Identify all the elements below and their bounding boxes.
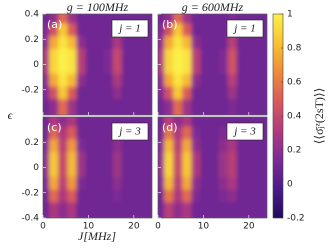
colorbar-label: ⟨⟨σ̄ⱼᶻ(2sT)⟩⟩ [312, 88, 326, 145]
annotation: j = 3 [232, 126, 256, 138]
panel-title: g = 600MHz [182, 0, 244, 14]
annotation-box [226, 19, 264, 38]
x-tick-label: 0 [155, 222, 161, 232]
panel-title: g = 100MHz [67, 0, 129, 14]
colorbar-tick-label: 0.8 [287, 44, 302, 54]
y-axis-label: ϵ [8, 108, 14, 122]
y-tick-label: -0.4 [21, 214, 39, 224]
heatmap-cell [254, 99, 267, 115]
panel-label: (d) [162, 121, 178, 134]
y-tick-label: 0.2 [25, 35, 39, 45]
heatmap-cell [254, 202, 267, 218]
y-tick-label: 0 [33, 163, 39, 173]
annotation-box [111, 122, 149, 141]
colorbar-tick-label: 1 [287, 10, 293, 20]
panel-label: (a) [47, 18, 62, 31]
y-tick-label: 0.2 [25, 138, 39, 148]
colorbar-tick-label: 0.2 [287, 146, 301, 156]
heatmap [158, 14, 267, 115]
colorbar-tick-label: 0.6 [287, 78, 302, 88]
annotation: j = 1 [232, 23, 255, 35]
y-tick-label: -0.2 [21, 188, 39, 198]
panel-label: (c) [47, 121, 62, 134]
y-tick-label: 0 [33, 60, 39, 70]
colorbar-tick-label: 0 [287, 180, 293, 190]
annotation-box [226, 122, 264, 141]
colorbar-tick-label: -0.2 [287, 214, 305, 224]
y-tick-label: -0.2 [21, 85, 39, 95]
y-tick-label: 0.4 [25, 10, 40, 20]
x-tick-label: 20 [128, 222, 140, 232]
colorbar-tick-label: 0.4 [287, 112, 302, 122]
x-axis-label: J[MHz] [78, 229, 116, 243]
x-tick-label: 0 [40, 222, 46, 232]
annotation: j = 1 [117, 23, 140, 35]
annotation-box [111, 19, 149, 38]
heatmap-cell [139, 202, 152, 218]
x-tick-label: 10 [83, 222, 95, 232]
heatmap-cell [139, 99, 152, 115]
panel-label: (b) [162, 18, 178, 31]
heatmap-cells [158, 14, 267, 115]
x-tick-label: 10 [198, 222, 210, 232]
x-tick-label: 20 [243, 222, 255, 232]
annotation: j = 3 [117, 126, 141, 138]
